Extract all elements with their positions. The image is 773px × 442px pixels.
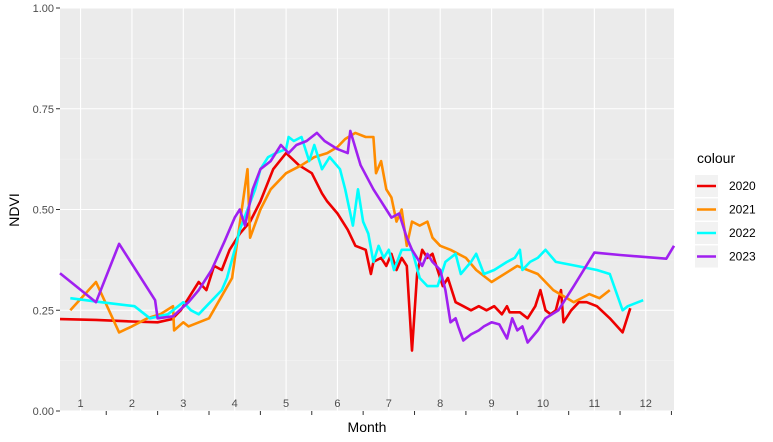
y-axis: 0.00 0.25 0.50 0.75 1.00 xyxy=(33,3,60,418)
x-axis-title: Month xyxy=(348,419,387,435)
legend-label-2022: 2022 xyxy=(729,226,756,240)
y-tick-label: 0.00 xyxy=(33,406,54,418)
series-line-2023 xyxy=(59,129,676,344)
month-label: 4 xyxy=(232,398,238,410)
month-label: 3 xyxy=(180,398,186,410)
grid-lines xyxy=(60,7,674,412)
y-tick-label: 1.00 xyxy=(33,3,54,15)
month-label: 8 xyxy=(437,398,443,410)
month-label: 9 xyxy=(489,398,495,410)
month-label: 2 xyxy=(129,398,135,410)
y-tick-label: 0.75 xyxy=(33,104,54,116)
y-tick-label: 0.50 xyxy=(33,205,54,217)
legend: colour 2020 2021 2022 2023 xyxy=(695,150,756,268)
series-line-2021 xyxy=(69,131,611,334)
month-label: 5 xyxy=(283,398,289,410)
legend-title: colour xyxy=(697,150,735,166)
y-axis-title: NDVI xyxy=(6,193,22,226)
month-label: 7 xyxy=(386,398,392,410)
series-line-2022 xyxy=(70,135,644,320)
x-axis: 1 2 3 4 5 6 7 8 9 10 11 12 xyxy=(77,398,672,415)
legend-label-2020: 2020 xyxy=(729,179,756,193)
month-label: 1 xyxy=(77,398,83,410)
y-tick-label: 0.25 xyxy=(33,305,54,317)
month-label: 10 xyxy=(537,398,549,410)
series-line-2020 xyxy=(59,151,632,352)
month-label: 6 xyxy=(334,398,340,410)
legend-label-2021: 2021 xyxy=(729,203,756,217)
legend-label-2023: 2023 xyxy=(729,250,756,264)
month-label: 11 xyxy=(589,398,600,410)
series-lines xyxy=(59,129,676,352)
month-label: 12 xyxy=(640,398,652,410)
